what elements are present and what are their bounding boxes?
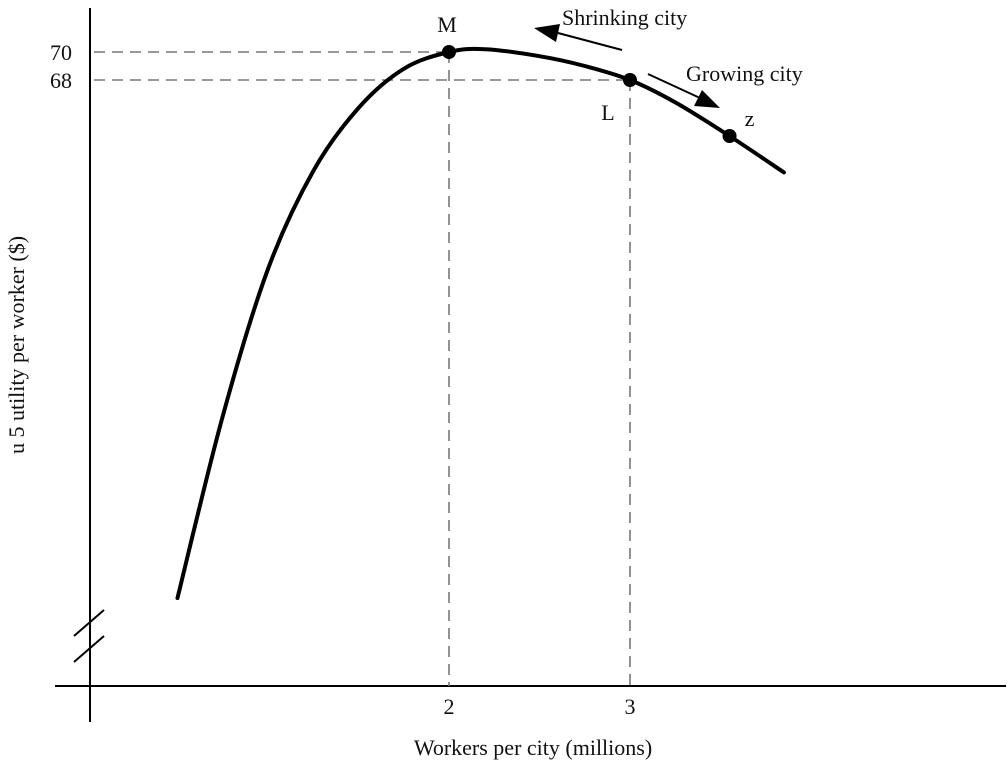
growing-arrow [647, 73, 720, 108]
curve-points: M L z [437, 12, 755, 143]
point-label-m: M [437, 12, 457, 37]
shrinking-arrow [534, 24, 623, 51]
x-tick-label-3: 3 [625, 694, 636, 719]
y-tick-label-68: 68 [50, 68, 72, 93]
x-tick-label-2: 2 [444, 694, 455, 719]
point-label-z: z [745, 106, 755, 131]
point-l [623, 73, 637, 87]
y-axis-title: u 5 utility per worker ($) [4, 236, 29, 454]
axis-break-mark-lower [73, 635, 105, 663]
shrinking-city-label: Shrinking city [562, 5, 687, 30]
y-tick-label-70: 70 [50, 40, 72, 65]
x-axis-title: Workers per city (millions) [414, 735, 652, 760]
point-m [442, 45, 456, 59]
reference-dashed-lines [94, 51, 631, 686]
growing-city-label: Growing city [686, 61, 803, 86]
point-label-l: L [601, 100, 614, 125]
axis-break-mark-upper [73, 609, 105, 637]
point-z [722, 129, 737, 143]
utility-curve [175, 46, 786, 600]
